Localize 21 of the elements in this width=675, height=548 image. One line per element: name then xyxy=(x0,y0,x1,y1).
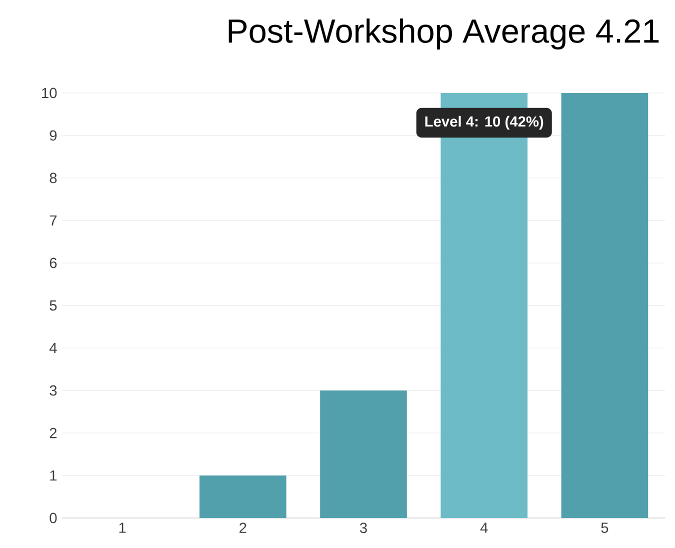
annotation: Level 4: 10 (42%) xyxy=(425,116,544,130)
y-tick-label: 0 xyxy=(50,512,57,524)
y-tick-label: 4 xyxy=(49,342,57,354)
y-tick-label: 9 xyxy=(50,130,57,141)
y-tick-label: 5 xyxy=(50,300,57,311)
y-tick-label: 7 xyxy=(50,215,57,226)
bar xyxy=(199,475,286,518)
y-tick-label: 8 xyxy=(50,172,57,184)
y-tick-label: 10 xyxy=(42,88,57,98)
chart-title: Post-Workshop Average 4.21 xyxy=(228,18,659,50)
y-tick-label: 2 xyxy=(50,428,57,438)
x-tick-label: 3 xyxy=(360,522,367,534)
y-tick-label: 1 xyxy=(50,470,57,481)
y-tick-label: 6 xyxy=(50,258,57,268)
x-tick-label: 1 xyxy=(119,522,126,533)
x-tick-label: 2 xyxy=(240,522,246,533)
x-tick-label: 4 xyxy=(480,522,488,533)
bar xyxy=(320,390,407,518)
y-tick-label: 3 xyxy=(50,385,57,396)
x-tick-label: 5 xyxy=(601,522,608,533)
bar xyxy=(561,92,648,518)
